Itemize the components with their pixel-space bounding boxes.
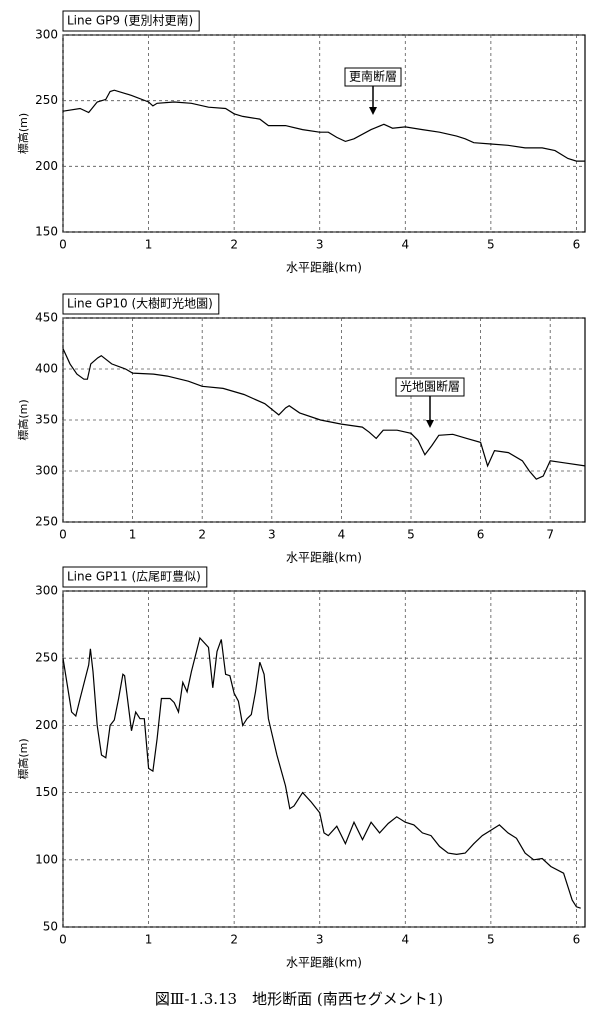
x-tick-label: 4 [401, 933, 409, 947]
y-tick-label: 250 [35, 515, 58, 529]
x-tick-label: 3 [316, 933, 324, 947]
x-tick-label: 0 [59, 238, 67, 252]
x-tick-label: 4 [338, 528, 346, 542]
chart-title: Line GP10 (大樹町光地園) [67, 297, 213, 311]
x-axis-label: 水平距離(km) [286, 956, 362, 970]
y-tick-label: 400 [35, 362, 58, 376]
plot-area [62, 590, 586, 928]
y-tick-label: 350 [35, 413, 58, 427]
x-tick-label: 1 [145, 933, 153, 947]
x-tick-label: 2 [230, 933, 238, 947]
y-axis-label: 標高(m) [16, 113, 30, 154]
y-tick-label: 300 [35, 464, 58, 478]
plot-area [62, 34, 586, 233]
x-tick-label: 5 [487, 933, 495, 947]
y-tick-label: 150 [35, 225, 58, 239]
x-tick-label: 6 [477, 528, 485, 542]
x-tick-label: 7 [546, 528, 554, 542]
title-box [62, 293, 220, 315]
arrow-head [369, 107, 377, 115]
x-tick-label: 4 [401, 238, 409, 252]
x-tick-label: 1 [145, 238, 153, 252]
profile-line [62, 636, 581, 909]
y-tick-label: 250 [35, 93, 58, 107]
x-tick-label: 0 [59, 933, 67, 947]
x-tick-label: 2 [230, 238, 238, 252]
caption: 図Ⅲ-1.3.13 地形断面 (南西セグメント1) [155, 990, 443, 1008]
x-axis-label: 水平距離(km) [286, 261, 362, 275]
annotation: 光地園断層 [400, 379, 460, 394]
x-tick-label: 5 [487, 238, 495, 252]
y-tick-label: 150 [35, 785, 58, 799]
x-tick-label: 3 [268, 528, 276, 542]
annotation: 更南断層 [349, 69, 397, 84]
arrow-head [426, 420, 434, 428]
y-tick-label: 250 [35, 651, 58, 665]
y-tick-label: 300 [35, 584, 58, 598]
y-tick-label: 300 [35, 28, 58, 42]
y-tick-label: 200 [35, 718, 58, 732]
x-tick-label: 2 [198, 528, 206, 542]
y-tick-label: 50 [43, 920, 58, 934]
profile-line [62, 348, 586, 480]
x-tick-label: 5 [407, 528, 415, 542]
x-tick-label: 6 [573, 238, 581, 252]
title-box [62, 566, 208, 588]
chart-title: Line GP9 (更別村更南) [67, 13, 193, 28]
chart-title: Line GP11 (広尾町豊似) [67, 570, 201, 584]
title-box [62, 10, 200, 32]
profile-line [62, 89, 585, 162]
x-tick-label: 1 [129, 528, 137, 542]
x-tick-label: 6 [573, 933, 581, 947]
y-axis-label: 標高(m) [16, 738, 30, 779]
x-tick-label: 3 [316, 238, 324, 252]
y-tick-label: 450 [35, 311, 58, 325]
y-tick-label: 100 [35, 852, 58, 866]
y-tick-label: 200 [35, 159, 58, 173]
x-axis-label: 水平距離(km) [286, 551, 362, 565]
y-axis-label: 標高(m) [16, 399, 30, 440]
x-tick-label: 0 [59, 528, 67, 542]
